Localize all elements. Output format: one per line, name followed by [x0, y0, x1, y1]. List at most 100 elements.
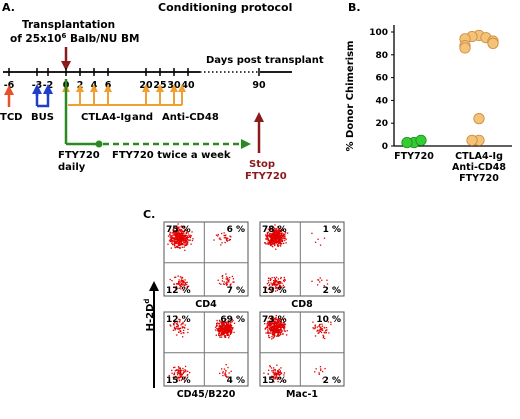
- quadrant-percent: 2 %: [323, 286, 341, 296]
- facs-event: [279, 281, 282, 283]
- facs-event: [274, 325, 276, 327]
- facs-event: [322, 335, 325, 338]
- facs-event: [225, 375, 228, 378]
- facs-event: [281, 234, 283, 237]
- facs-event: [178, 235, 180, 238]
- facs-event: [221, 334, 223, 336]
- facs-event: [173, 233, 175, 235]
- facs-event: [273, 233, 275, 235]
- facs-event: [226, 329, 228, 332]
- facs-event: [187, 328, 189, 330]
- facs-event: [276, 330, 279, 333]
- facs-event: [274, 287, 277, 289]
- facs-x-label: CD8: [291, 299, 313, 310]
- facs-event: [179, 244, 181, 247]
- facs-event: [230, 322, 232, 324]
- quadrant-percent: 6 %: [227, 225, 245, 235]
- facs-event: [186, 374, 188, 376]
- facs-event: [284, 237, 286, 240]
- facs-event: [277, 226, 279, 228]
- facs-event: [277, 331, 280, 333]
- facs-event: [183, 242, 185, 244]
- facs-event: [174, 286, 176, 289]
- facs-event: [266, 323, 268, 325]
- facs-event: [217, 235, 219, 237]
- y-tick-label: 80: [375, 51, 388, 61]
- facs-event: [274, 321, 276, 323]
- facs-event: [176, 377, 179, 379]
- facs-event: [278, 326, 281, 329]
- facs-event: [265, 235, 267, 237]
- facs-event: [232, 319, 234, 322]
- facs-event: [217, 328, 219, 331]
- facs-event: [169, 233, 171, 235]
- facs-event: [175, 379, 178, 382]
- facs-event: [226, 284, 228, 286]
- facs-event: [282, 322, 284, 324]
- stop-label-1: Stop: [249, 159, 275, 170]
- facs-event: [266, 283, 269, 285]
- facs-event: [268, 321, 271, 323]
- facs-event: [178, 232, 180, 234]
- facs-event: [173, 322, 176, 324]
- facs-event: [218, 372, 221, 375]
- facs-event: [225, 323, 228, 325]
- facs-event: [269, 227, 271, 230]
- facs-event: [276, 320, 278, 323]
- facs-event: [319, 366, 322, 368]
- facs-event: [229, 328, 231, 330]
- facs-event: [273, 235, 276, 237]
- facs-event: [278, 324, 280, 326]
- facs-event: [233, 281, 235, 283]
- facs-event: [177, 283, 180, 285]
- facs-event: [275, 230, 277, 232]
- facs-event: [280, 276, 282, 279]
- facs-event: [218, 282, 221, 285]
- facs-event: [286, 334, 288, 336]
- facs-event: [323, 237, 326, 239]
- facs-event: [173, 229, 175, 231]
- facs-event: [180, 379, 182, 381]
- facs-event: [281, 232, 283, 234]
- facs-event: [276, 244, 279, 246]
- facs-event: [186, 241, 189, 243]
- facs-event: [283, 372, 286, 374]
- facs-event: [274, 232, 276, 234]
- facs-event: [225, 238, 228, 240]
- facs-event: [280, 329, 282, 331]
- panel-a: A. Conditioning protocol Transplantation…: [0, 1, 324, 182]
- facs-event: [276, 377, 278, 379]
- facs-event: [221, 280, 224, 282]
- facs-event: [274, 241, 276, 243]
- facs-event: [266, 327, 268, 329]
- facs-event: [186, 243, 188, 245]
- facs-event: [286, 330, 288, 332]
- facs-event: [267, 239, 269, 242]
- facs-event: [276, 289, 278, 291]
- facs-event: [182, 281, 184, 283]
- facs-event: [273, 333, 276, 335]
- transplant-label-line2: of 25x106 Balb/NU BM: [10, 32, 139, 45]
- facs-event: [187, 236, 190, 238]
- facs-event: [325, 331, 328, 334]
- facs-event: [273, 372, 276, 375]
- facs-event: [182, 367, 184, 370]
- facs-event: [224, 372, 227, 374]
- facs-event: [273, 281, 275, 284]
- facs-event: [180, 278, 183, 280]
- facs-event: [171, 372, 173, 374]
- facs-event: [322, 329, 324, 331]
- facs-event: [271, 318, 273, 320]
- facs-event: [284, 236, 286, 238]
- facs-event: [230, 326, 233, 328]
- facs-event: [184, 241, 187, 243]
- facs-event: [273, 374, 276, 376]
- y-tick-label: 100: [369, 28, 388, 38]
- facs-event: [271, 243, 274, 245]
- facs-event: [176, 228, 178, 230]
- facs-event: [272, 371, 274, 373]
- facs-event: [177, 246, 179, 249]
- facs-event: [223, 322, 225, 325]
- facs-event: [229, 235, 231, 237]
- facs-event: [219, 326, 222, 328]
